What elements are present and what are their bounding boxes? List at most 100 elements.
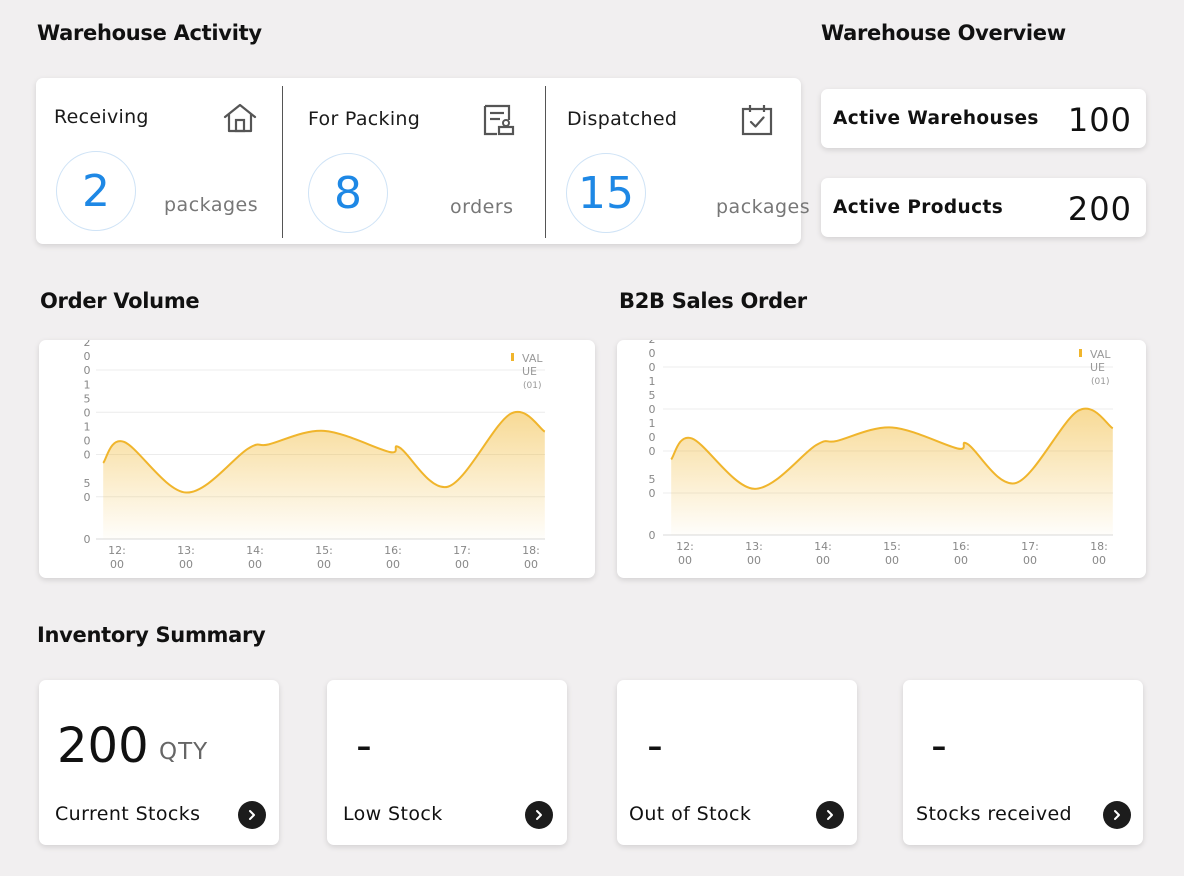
y-tick-char: 0 bbox=[84, 449, 91, 462]
x-tick-label: 18: 00 bbox=[1090, 540, 1108, 567]
y-tick-char: 5 bbox=[649, 389, 656, 402]
b2b-sales-order-chart: 05010015020012:0013:0014:0015:0016:0017:… bbox=[649, 340, 1114, 567]
x-tick-hour: 12: bbox=[108, 544, 126, 557]
low-stock-card: - Low Stock bbox=[327, 680, 567, 845]
y-tick-char: 1 bbox=[649, 417, 656, 430]
active-warehouses-card[interactable]: Active Warehouses 100 bbox=[821, 89, 1146, 148]
x-tick-label: 12: 00 bbox=[108, 544, 126, 571]
legend-label: VAL UE (01) bbox=[522, 352, 543, 391]
stocks-received-value: - bbox=[931, 720, 947, 771]
x-tick-hour: 16: bbox=[384, 544, 402, 557]
y-tick-char: 0 bbox=[84, 364, 91, 377]
y-tick-char: 0 bbox=[649, 445, 656, 458]
y-tick-char: 0 bbox=[84, 435, 91, 448]
y-tick-char: 0 bbox=[649, 529, 656, 542]
y-tick-char: 5 bbox=[84, 392, 91, 405]
receiving-count: 2 bbox=[56, 151, 136, 231]
x-tick-min: 00 bbox=[1023, 554, 1037, 567]
x-tick-label: 13: 00 bbox=[177, 544, 195, 571]
x-tick-label: 18: 00 bbox=[522, 544, 540, 571]
low-stock-label: Low Stock bbox=[343, 803, 443, 825]
legend-label: VAL UE (01) bbox=[1090, 348, 1111, 387]
legend-swatch bbox=[1079, 349, 1082, 357]
for-packing-section[interactable]: For Packing 8 orders bbox=[283, 78, 545, 244]
series-line bbox=[102, 410, 546, 494]
stocks-received-card: - Stocks received bbox=[903, 680, 1143, 845]
x-tick-label: 14: 00 bbox=[814, 540, 832, 567]
x-tick-label: 15: 00 bbox=[315, 544, 333, 571]
x-tick-min: 00 bbox=[455, 558, 469, 571]
dispatched-label: Dispatched bbox=[567, 108, 678, 130]
x-tick-label: 16: 00 bbox=[384, 544, 402, 571]
series-line bbox=[670, 407, 1114, 490]
x-tick-hour: 15: bbox=[883, 540, 901, 553]
y-tick-char: 0 bbox=[84, 533, 91, 546]
out-of-stock-arrow-button[interactable] bbox=[816, 801, 844, 829]
x-tick-min: 00 bbox=[747, 554, 761, 567]
current-stocks-label: Current Stocks bbox=[55, 803, 201, 825]
current-stocks-unit: QTY bbox=[159, 739, 209, 765]
y-tick-char: 0 bbox=[84, 406, 91, 419]
low-stock-arrow-button[interactable] bbox=[525, 801, 553, 829]
warehouse-activity-card: Receiving 2 packages For Packing 8 order… bbox=[36, 78, 810, 244]
low-stock-value: - bbox=[356, 720, 372, 771]
order-volume-chart-card: 0 5 0 1 0 0 1 5 0 2 0 0 12: 00 13: 00 14: 00 15: 00 16: 00 17:… bbox=[39, 340, 595, 578]
active-products-label: Active Products bbox=[833, 197, 1004, 218]
order-volume-heading: Order Volume bbox=[40, 289, 200, 313]
x-tick-label: 17: 00 bbox=[453, 544, 471, 571]
current-stocks-arrow-button[interactable] bbox=[238, 801, 266, 829]
divider bbox=[545, 86, 546, 238]
current-stocks-card: 200 QTY Current Stocks bbox=[39, 680, 279, 845]
out-of-stock-label: Out of Stock bbox=[629, 803, 752, 825]
active-products-card[interactable]: Active Products 200 bbox=[821, 178, 1146, 237]
x-tick-hour: 14: bbox=[814, 540, 832, 553]
chevron-right-icon bbox=[1114, 810, 1120, 820]
y-tick-char: 0 bbox=[649, 361, 656, 374]
receiving-section[interactable]: Receiving 2 packages bbox=[36, 78, 282, 244]
x-tick-hour: 18: bbox=[1090, 540, 1108, 553]
active-products-value: 200 bbox=[1067, 190, 1132, 228]
active-warehouses-label: Active Warehouses bbox=[833, 108, 1039, 129]
legend-line: VAL bbox=[1090, 348, 1111, 361]
y-tick-char: 2 bbox=[84, 340, 91, 349]
inventory-summary-heading: Inventory Summary bbox=[37, 623, 266, 647]
y-tick-label: 0 bbox=[649, 529, 656, 542]
x-tick-label: 17: 00 bbox=[1021, 540, 1039, 567]
y-tick-char: 5 bbox=[84, 477, 91, 490]
x-tick-hour: 17: bbox=[1021, 540, 1039, 553]
stocks-received-label: Stocks received bbox=[916, 803, 1073, 825]
warehouse-activity-heading: Warehouse Activity bbox=[37, 21, 262, 45]
out-of-stock-value: - bbox=[647, 720, 663, 771]
calendar-check-icon bbox=[740, 103, 774, 142]
x-tick-label: 16: 00 bbox=[952, 540, 970, 567]
y-tick-char: 0 bbox=[649, 403, 656, 416]
x-tick-min: 00 bbox=[248, 558, 262, 571]
x-tick-label: 12: 00 bbox=[676, 540, 694, 567]
stocks-received-arrow-button[interactable] bbox=[1103, 801, 1131, 829]
dispatched-section[interactable]: Dispatched 15 packages bbox=[546, 78, 810, 244]
x-tick-hour: 13: bbox=[745, 540, 763, 553]
for-packing-count: 8 bbox=[308, 153, 388, 233]
legend-line: UE bbox=[1090, 361, 1105, 374]
warehouse-overview-heading: Warehouse Overview bbox=[821, 21, 1066, 45]
y-tick-char: 1 bbox=[649, 375, 656, 388]
receiving-label: Receiving bbox=[54, 106, 149, 128]
dispatched-unit: packages bbox=[716, 196, 811, 218]
legend-line: UE bbox=[522, 365, 537, 378]
x-tick-label: 15: 00 bbox=[883, 540, 901, 567]
x-tick-min: 00 bbox=[816, 554, 830, 567]
x-tick-min: 00 bbox=[179, 558, 193, 571]
x-tick-hour: 14: bbox=[246, 544, 264, 557]
current-stocks-value: 200 bbox=[57, 718, 149, 774]
x-tick-hour: 17: bbox=[453, 544, 471, 557]
legend-line: (01) bbox=[523, 381, 541, 391]
x-tick-hour: 12: bbox=[676, 540, 694, 553]
x-tick-min: 00 bbox=[954, 554, 968, 567]
